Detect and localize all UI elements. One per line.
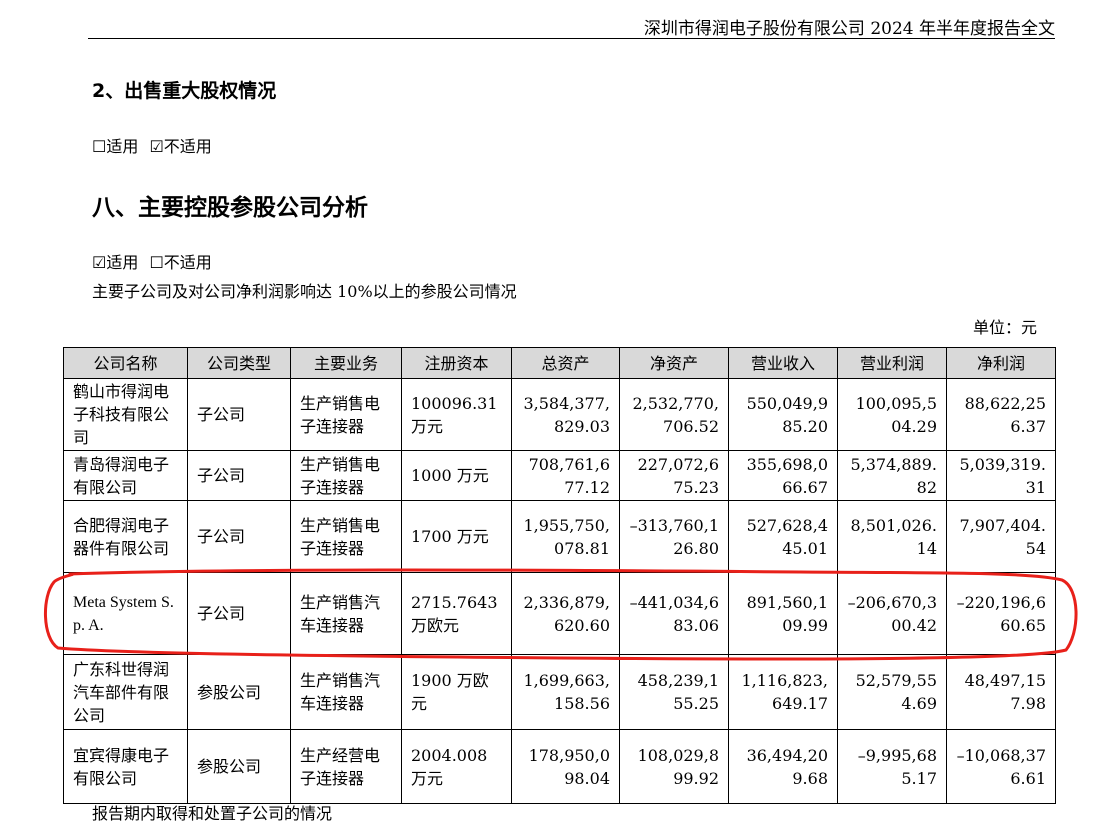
section-2-options: ☐适用 ☑不适用 [92, 133, 212, 157]
section-2-title: 2、出售重大股权情况 [92, 80, 277, 102]
company-name-cell: 广东科世得润汽车部件有限公司 [63, 654, 188, 730]
section-8-description: 主要子公司及对公司净利润影响达 10%以上的参股公司情况 [92, 282, 517, 301]
company-type-cell: 子公司 [187, 500, 291, 573]
net-profit-cell: –220,196,660.65 [946, 572, 1056, 655]
column-header: 公司类型 [187, 347, 291, 379]
table-row: 鹤山市得润电子科技有限公司 子公司 生产销售电子连接器 100096.31万元 … [63, 378, 1056, 451]
operating-profit-cell: –9,995,685.17 [837, 729, 947, 804]
unit-label: 单位：元 [972, 318, 1037, 337]
company-type-cell: 子公司 [187, 572, 291, 655]
column-header: 主要业务 [290, 347, 402, 379]
company-name-cell: Meta System S. p. A. [63, 572, 188, 655]
revenue-cell: 36,494,209.68 [728, 729, 838, 804]
table-row: 宜宾得康电子有限公司 参股公司 生产经营电子连接器 2004.008万元 178… [63, 729, 1056, 804]
company-type-cell: 参股公司 [187, 729, 291, 804]
operating-profit-cell: –206,670,300.42 [837, 572, 947, 655]
registered-capital-cell: 1900 万欧元 [401, 654, 512, 730]
company-name-cell: 青岛得润电子有限公司 [63, 450, 188, 501]
registered-capital-cell: 2715.7643万欧元 [401, 572, 512, 655]
next-section-fragment: 报告期内取得和处置子公司的情况 [92, 804, 333, 823]
column-header: 公司名称 [63, 347, 188, 379]
registered-capital-cell: 2004.008万元 [401, 729, 512, 804]
main-business-cell: 生产销售汽车连接器 [290, 654, 402, 730]
main-business-cell: 生产销售汽车连接器 [290, 572, 402, 655]
applicable-checkbox: ☑适用 [92, 253, 139, 272]
net-assets-cell: –441,034,683.06 [619, 572, 729, 655]
main-business-cell: 生产销售电子连接器 [290, 500, 402, 573]
company-name-cell: 鹤山市得润电子科技有限公司 [63, 378, 188, 451]
total-assets-cell: 1,699,663,158.56 [511, 654, 620, 730]
company-type-cell: 参股公司 [187, 654, 291, 730]
operating-profit-cell: 5,374,889.82 [837, 450, 947, 501]
company-type-cell: 子公司 [187, 450, 291, 501]
total-assets-cell: 708,761,677.12 [511, 450, 620, 501]
company-name-cell: 宜宾得康电子有限公司 [63, 729, 188, 804]
page-header: 深圳市得润电子股份有限公司 2024 年半年度报告全文 [88, 0, 1055, 39]
revenue-cell: 891,560,109.99 [728, 572, 838, 655]
table-header-row: 公司名称 公司类型 主要业务 注册资本 总资产 净资产 营业收入 营业利润 净利… [63, 347, 1056, 379]
company-name-cell: 合肥得润电子器件有限公司 [63, 500, 188, 573]
net-assets-cell: 458,239,155.25 [619, 654, 729, 730]
table-row-highlighted: Meta System S. p. A. 子公司 生产销售汽车连接器 2715.… [63, 572, 1056, 655]
revenue-cell: 527,628,445.01 [728, 500, 838, 573]
revenue-cell: 1,116,823,649.17 [728, 654, 838, 730]
column-header: 净资产 [619, 347, 729, 379]
operating-profit-cell: 100,095,504.29 [837, 378, 947, 451]
operating-profit-cell: 8,501,026.14 [837, 500, 947, 573]
column-header: 净利润 [946, 347, 1056, 379]
column-header: 营业利润 [837, 347, 947, 379]
total-assets-cell: 1,955,750,078.81 [511, 500, 620, 573]
company-type-cell: 子公司 [187, 378, 291, 451]
registered-capital-cell: 100096.31万元 [401, 378, 512, 451]
net-profit-cell: 48,497,157.98 [946, 654, 1056, 730]
operating-profit-cell: 52,579,554.69 [837, 654, 947, 730]
net-assets-cell: 227,072,675.23 [619, 450, 729, 501]
net-assets-cell: –313,760,126.80 [619, 500, 729, 573]
net-profit-cell: 7,907,404.54 [946, 500, 1056, 573]
not-applicable-checkbox: ☑不适用 [149, 137, 212, 156]
table-row: 青岛得润电子有限公司 子公司 生产销售电子连接器 1000 万元 708,761… [63, 450, 1056, 501]
subsidiaries-table: 公司名称 公司类型 主要业务 注册资本 总资产 净资产 营业收入 营业利润 净利… [63, 347, 1056, 804]
net-assets-cell: 2,532,770,706.52 [619, 378, 729, 451]
column-header: 总资产 [511, 347, 620, 379]
section-8-options: ☑适用 ☐不适用 [92, 249, 212, 273]
total-assets-cell: 3,584,377,829.03 [511, 378, 620, 451]
not-applicable-checkbox: ☐不适用 [149, 253, 212, 272]
net-assets-cell: 108,029,899.92 [619, 729, 729, 804]
revenue-cell: 355,698,066.67 [728, 450, 838, 501]
net-profit-cell: 5,039,319.31 [946, 450, 1056, 501]
applicable-checkbox: ☐适用 [92, 137, 139, 156]
column-header: 注册资本 [401, 347, 512, 379]
net-profit-cell: 88,622,256.37 [946, 378, 1056, 451]
registered-capital-cell: 1700 万元 [401, 500, 512, 573]
table-row: 合肥得润电子器件有限公司 子公司 生产销售电子连接器 1700 万元 1,955… [63, 500, 1056, 573]
main-business-cell: 生产经营电子连接器 [290, 729, 402, 804]
main-business-cell: 生产销售电子连接器 [290, 450, 402, 501]
report-title: 深圳市得润电子股份有限公司 2024 年半年度报告全文 [643, 19, 1055, 39]
total-assets-cell: 2,336,879,620.60 [511, 572, 620, 655]
revenue-cell: 550,049,985.20 [728, 378, 838, 451]
net-profit-cell: –10,068,376.61 [946, 729, 1056, 804]
section-8-title: 八、主要控股参股公司分析 [92, 195, 368, 221]
column-header: 营业收入 [728, 347, 838, 379]
total-assets-cell: 178,950,098.04 [511, 729, 620, 804]
registered-capital-cell: 1000 万元 [401, 450, 512, 501]
main-business-cell: 生产销售电子连接器 [290, 378, 402, 451]
table-row: 广东科世得润汽车部件有限公司 参股公司 生产销售汽车连接器 1900 万欧元 1… [63, 654, 1056, 730]
